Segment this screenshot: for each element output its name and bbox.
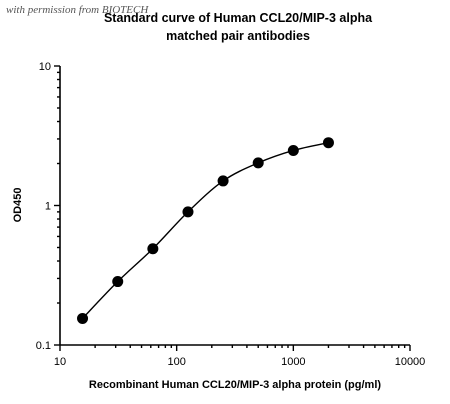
x-tick-label: 10000 bbox=[395, 356, 426, 368]
y-tick-label: 10 bbox=[39, 61, 51, 73]
x-tick-label: 10 bbox=[54, 356, 66, 368]
y-tick-label: 0.1 bbox=[36, 340, 51, 352]
axis-tick-labels: 10 100 1000 10000 0.1 1 10 bbox=[36, 61, 426, 368]
data-point bbox=[287, 144, 299, 156]
fit-curve bbox=[82, 142, 329, 319]
axis-ticks bbox=[54, 65, 411, 351]
data-points bbox=[77, 137, 334, 324]
data-point bbox=[252, 157, 264, 169]
y-axis-label: OD450 bbox=[12, 188, 24, 223]
axes bbox=[59, 66, 410, 346]
x-tick-label: 100 bbox=[167, 356, 185, 368]
data-point bbox=[182, 206, 194, 218]
x-tick-label: 1000 bbox=[281, 356, 305, 368]
data-point bbox=[77, 312, 89, 324]
chart-subtitle: matched pair antibodies bbox=[166, 29, 310, 43]
chart-title: Standard curve of Human CCL20/MIP-3 alph… bbox=[104, 11, 373, 25]
data-point bbox=[112, 276, 124, 288]
data-point bbox=[147, 243, 159, 255]
x-axis-label: Recombinant Human CCL20/MIP-3 alpha prot… bbox=[89, 379, 381, 391]
data-point bbox=[217, 175, 229, 187]
y-tick-label: 1 bbox=[45, 201, 51, 213]
watermark-text: with permission from BIOTECH bbox=[6, 4, 149, 16]
data-point bbox=[322, 137, 334, 149]
